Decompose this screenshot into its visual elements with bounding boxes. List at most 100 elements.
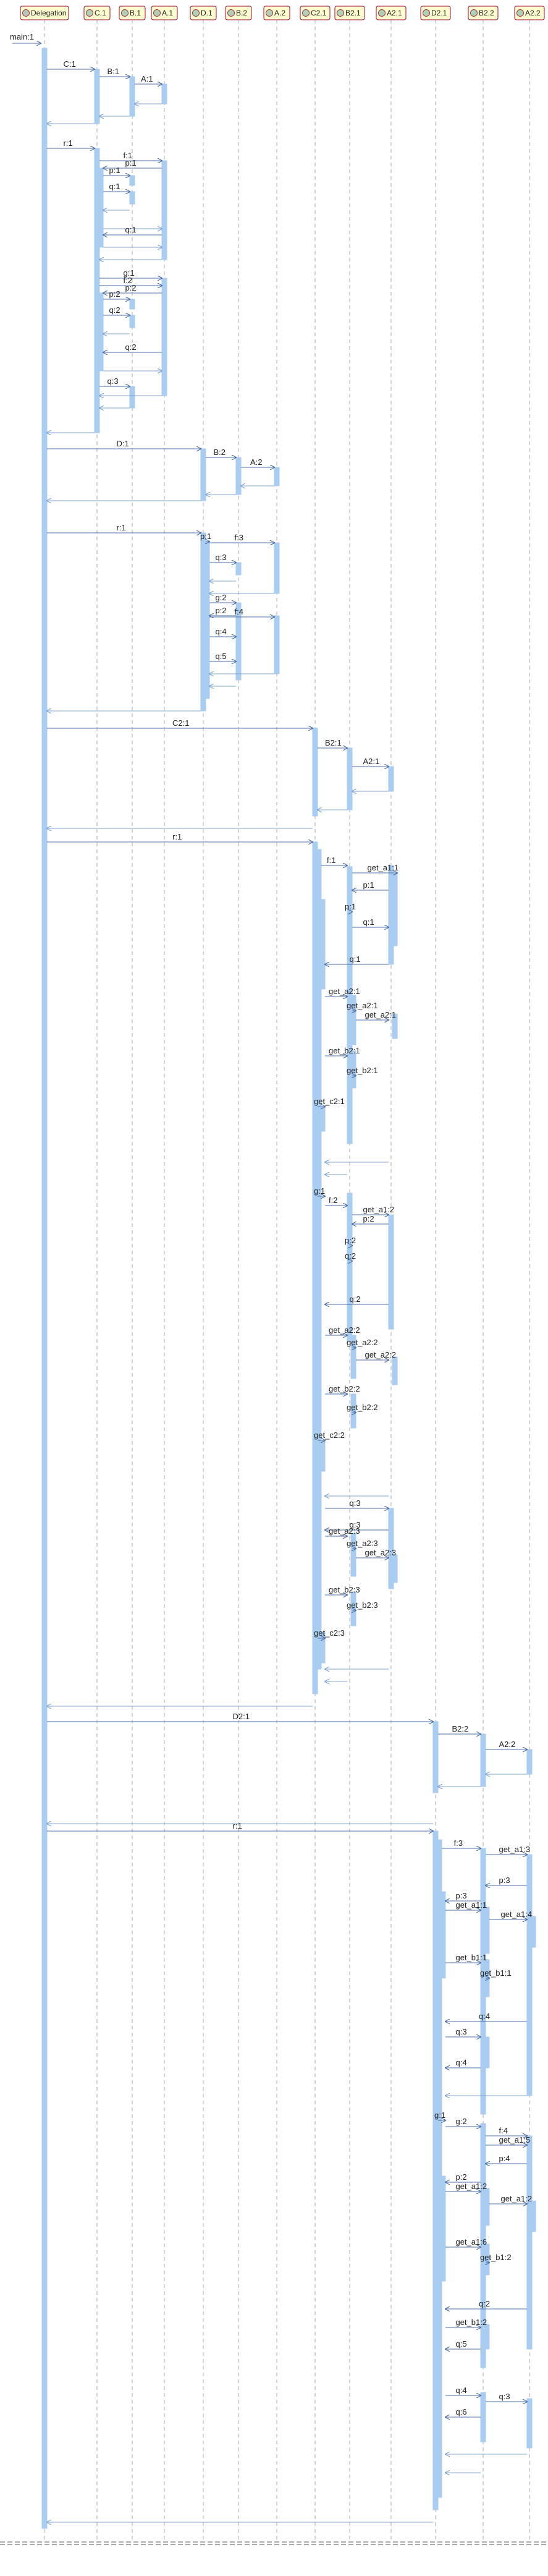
- message: B:2: [206, 448, 236, 457]
- activation-bar: [526, 1854, 533, 2096]
- activation-bar: [436, 1839, 442, 2498]
- message: g:1: [434, 2111, 445, 2120]
- message-label: get_b1:1: [456, 1953, 487, 1962]
- message-label: p:2: [456, 2172, 467, 2182]
- participant-label: A2.1: [387, 9, 402, 17]
- activation-bar: [347, 1192, 353, 1342]
- message: A:2: [241, 457, 274, 467]
- message: main:1: [10, 32, 41, 43]
- participant-B22: B2.2: [468, 6, 499, 20]
- message-label: p:4: [499, 2154, 510, 2163]
- message: get_a1:3: [486, 1845, 530, 1855]
- participant-box: [420, 6, 451, 20]
- activation-bar: [392, 872, 398, 946]
- class-icon: [86, 9, 93, 17]
- message-label: g:2: [456, 2117, 467, 2126]
- message-label: g:1: [434, 2111, 445, 2120]
- message-label: p:2: [363, 1214, 374, 1223]
- activation-bar: [274, 467, 280, 487]
- message: C:1: [47, 59, 95, 69]
- message: C2:1: [47, 718, 313, 728]
- participant-label: D2.1: [431, 9, 447, 17]
- message-label: q:4: [456, 2386, 467, 2395]
- message-label: f:4: [235, 607, 243, 616]
- message-label: A2:2: [499, 1740, 516, 1749]
- message: q:2: [103, 342, 162, 352]
- participant-C1: C.1: [83, 6, 111, 20]
- message: get_a1:2: [352, 1205, 394, 1215]
- participant-Delegation: Delegation: [20, 6, 69, 20]
- message: get_a2:3: [325, 1526, 360, 1536]
- message: get_b2:3: [325, 1585, 360, 1595]
- message-label: f:3: [454, 1838, 463, 1848]
- activation-bar: [526, 1749, 533, 1775]
- activation-bar: [129, 315, 135, 328]
- message: q:2: [103, 305, 130, 315]
- message: q:1: [103, 182, 130, 192]
- activation-bar: [484, 2324, 490, 2350]
- message: f:2: [99, 276, 162, 286]
- activation-bar: [274, 615, 280, 674]
- class-icon: [470, 9, 478, 17]
- message-label: get_a2:2: [365, 1350, 397, 1359]
- message: get_c2:1: [314, 1097, 345, 1107]
- participant-headers: Delegation C.1 B.1 A.1 D.1 B.2 A.2 C2.1 B2.1 A2.1…: [20, 6, 545, 20]
- message-label: q:4: [216, 627, 227, 636]
- activation-bar: [161, 83, 167, 104]
- message: q:4: [445, 2386, 481, 2395]
- message: get_a1:5: [486, 2135, 530, 2145]
- activation-bar: [319, 1440, 326, 1472]
- activation-bar: [204, 615, 210, 668]
- activation-bar: [484, 2036, 490, 2068]
- message: get_a2:1: [356, 1010, 396, 1020]
- message-label: get_b1:2: [480, 2253, 512, 2262]
- message: get_b2:2: [325, 1384, 360, 1394]
- message-label: p:2: [216, 606, 227, 615]
- message-label: get_c2:3: [314, 1628, 345, 1638]
- activation-bar: [440, 2175, 446, 2282]
- message: f:4: [209, 607, 274, 617]
- message: q:3: [486, 2392, 527, 2402]
- message: f:4: [486, 2126, 527, 2136]
- participant-D1: D.1: [190, 6, 217, 20]
- message-label: p:1: [109, 166, 120, 175]
- message: get_b1:1: [445, 1953, 487, 1963]
- message: get_a1:6: [445, 2237, 487, 2247]
- participant-label: B2.1: [345, 9, 361, 17]
- message-label: q:4: [456, 2058, 467, 2067]
- lifelines: [44, 20, 530, 2542]
- message-label: g:1: [124, 268, 135, 278]
- participant-A21: A2.1: [376, 6, 407, 20]
- messages: main:1C:1B:1A:1r:1f:1p:1p:1q:1q:1g:1f:2p…: [10, 32, 532, 2522]
- participant-label: B2.2: [479, 9, 494, 17]
- message: p:3: [445, 1891, 481, 1901]
- message: A:1: [135, 74, 162, 84]
- activation-bar: [200, 448, 206, 501]
- activation-bar: [432, 1721, 439, 1793]
- message-label: q:3: [456, 2027, 467, 2036]
- activation-bar: [129, 386, 135, 409]
- message: get_b2:1: [347, 1066, 378, 1076]
- message-label: get_b2:2: [347, 1403, 378, 1412]
- message: f:1: [321, 856, 347, 865]
- activation-bar: [235, 661, 242, 674]
- message-label: p:2: [345, 1236, 356, 1245]
- message: p:2: [345, 1236, 356, 1245]
- message: get_c2:3: [314, 1628, 345, 1638]
- activation-bar: [350, 1050, 356, 1089]
- participant-B21: B2.1: [334, 6, 365, 20]
- activation-bar: [41, 48, 48, 2529]
- message-label: q:5: [456, 2339, 467, 2349]
- activation-bar: [319, 1631, 326, 1664]
- activation-bar: [312, 728, 318, 817]
- message-label: get_a1:4: [501, 1910, 533, 1919]
- message-label: p:1: [363, 880, 374, 890]
- participant-label: A.2: [274, 9, 285, 17]
- message-label: q:3: [216, 553, 227, 562]
- participant-B2: B.2: [225, 6, 252, 20]
- participant-box: [468, 6, 499, 20]
- message: r:1: [47, 523, 201, 533]
- message: f:3: [209, 533, 274, 543]
- message-label: q:3: [107, 376, 119, 386]
